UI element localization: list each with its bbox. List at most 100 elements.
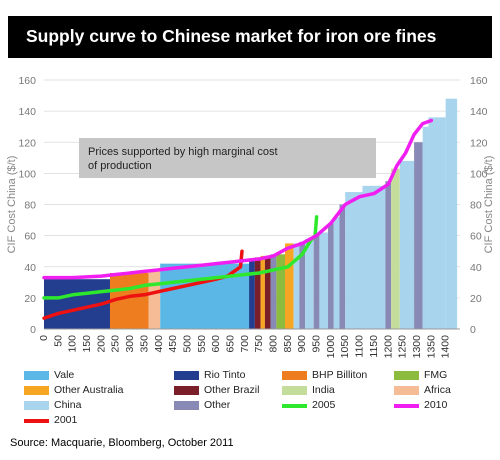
supply-block (284, 243, 294, 329)
legend-swatch (394, 386, 419, 395)
x-tick-label: 400 (153, 335, 165, 353)
supply-block (313, 235, 320, 329)
legend-swatch (282, 371, 307, 380)
x-tick-label: 600 (210, 335, 222, 353)
supply-block (422, 126, 429, 329)
x-tick-label: 650 (224, 335, 236, 353)
y-tick-label-left: 80 (24, 200, 36, 212)
legend-label: Africa (424, 384, 451, 396)
series-line-2001 (42, 249, 244, 320)
x-tick-label: 1150 (368, 335, 380, 358)
supply-blocks (44, 98, 458, 329)
supply-block (391, 168, 400, 329)
supply-block (414, 142, 423, 329)
x-tick-label: 750 (253, 335, 265, 353)
y-tick-label-left: 20 (24, 293, 36, 305)
y-tick-label-right: 0 (470, 324, 476, 336)
chart-title: Supply curve to Chinese market for iron … (8, 16, 492, 58)
legend-swatch (24, 386, 49, 395)
y-tick-label-left: 60 (24, 231, 36, 243)
y-tick-label-left: 100 (18, 168, 36, 180)
y-tick-label-right: 120 (470, 137, 488, 149)
legend-label: Rio Tinto (204, 369, 246, 381)
y-tick-label-right: 20 (470, 293, 482, 305)
legend-label: China (54, 399, 82, 411)
x-tick-label: 0 (38, 335, 50, 341)
supply-block (339, 204, 346, 329)
supply-block (264, 255, 271, 329)
annotation-box (79, 138, 376, 178)
x-tick-label: 900 (296, 335, 308, 353)
y-axis-title-left: CIF Cost China ($/t) (6, 156, 18, 254)
series-line-2005 (42, 215, 319, 300)
x-tick-label: 1250 (397, 335, 409, 359)
supply-block (148, 269, 161, 329)
x-tick-label: 800 (268, 335, 280, 353)
x-tick-label: 450 (167, 335, 179, 353)
legend: Vale Rio Tinto BHP Billiton FMG Other Austra… (24, 369, 494, 430)
y-tick-label-left: 40 (24, 262, 36, 274)
source-note: Source: Macquarie, Bloomberg, October 20… (10, 437, 234, 449)
supply-block (428, 117, 446, 329)
y-tick-label-right: 40 (470, 262, 482, 274)
supply-block (445, 98, 458, 329)
legend-swatch (174, 371, 199, 380)
legend-swatch (394, 371, 419, 380)
legend-label: BHP Billiton (312, 369, 368, 381)
supply-block (293, 243, 300, 329)
x-tick-label: 1000 (325, 335, 337, 359)
cost-curve-lines (42, 118, 434, 320)
x-tick-label: 500 (181, 335, 193, 353)
x-tick-label: 1100 (354, 335, 366, 358)
x-tick-label: 250 (110, 335, 122, 353)
y-tick-label-right: 100 (470, 168, 488, 180)
x-tick-label: 850 (282, 335, 294, 353)
supply-block (328, 223, 334, 329)
supply-block (305, 238, 314, 329)
y-tick-label-right: 160 (470, 75, 488, 87)
x-tick-label: 1300 (411, 335, 423, 359)
legend-swatch (24, 401, 49, 410)
x-tick-label: 1050 (339, 335, 351, 359)
x-tick-label: 200 (95, 335, 107, 353)
supply-block (254, 257, 261, 329)
x-tick-label: 50 (52, 335, 64, 347)
supply-block (270, 254, 277, 329)
supply-block (319, 232, 329, 329)
y-axis-title-right: CIF Cost China ($/t) (483, 156, 495, 254)
legend-label: 2001 (54, 414, 78, 426)
legend-swatch (282, 404, 307, 408)
legend-swatch (174, 401, 199, 410)
annotation: Prices supported by high marginal cost of… (79, 138, 376, 178)
x-tick-label: 300 (124, 335, 136, 353)
supply-block (333, 216, 340, 329)
supply-block (345, 192, 363, 329)
x-tick-label: 1400 (440, 335, 452, 359)
legend-label: Other Australia (54, 384, 124, 396)
y-tick-label-left: 140 (18, 106, 36, 118)
x-tick-label: 1350 (425, 335, 437, 359)
x-tick-label: 1200 (382, 335, 394, 359)
legend-label: FMG (424, 369, 448, 381)
y-tick-label-right: 60 (470, 231, 482, 243)
supply-block (260, 255, 265, 329)
legend-label: India (312, 384, 335, 396)
x-tick-label: 100 (67, 335, 79, 353)
series-line-2010 (42, 118, 434, 280)
legend-label: 2010 (424, 399, 448, 411)
x-tick-label: 550 (196, 335, 208, 353)
supply-block (399, 160, 415, 329)
legend-label: Vale (54, 369, 75, 381)
supply-block (299, 241, 306, 329)
legend-swatch (282, 386, 307, 395)
supply-block (249, 260, 255, 329)
annotation-text-line1: Prices supported by high marginal cost (88, 146, 278, 158)
legend-swatch (394, 404, 419, 408)
supply-block (276, 254, 285, 329)
x-tick-label: 950 (311, 335, 323, 353)
supply-block (385, 181, 392, 329)
supply-block (362, 185, 386, 329)
y-tick-label-right: 80 (470, 200, 482, 212)
